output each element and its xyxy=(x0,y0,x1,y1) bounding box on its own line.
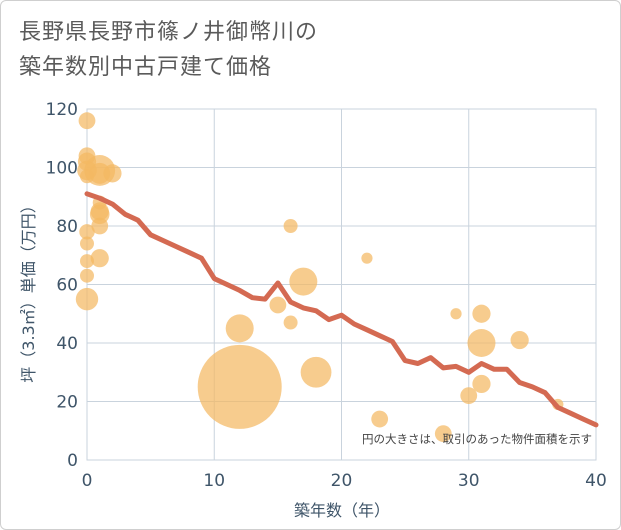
y-tick-label: 80 xyxy=(56,217,78,237)
grid-lines xyxy=(86,108,597,461)
bubble-point xyxy=(450,308,462,320)
bubble-point xyxy=(225,314,254,343)
x-tick-label: 0 xyxy=(82,471,93,491)
bubble-point xyxy=(75,287,99,311)
y-axis-label: 坪（3.3㎡）単価（万円） xyxy=(19,197,38,382)
bubble-point xyxy=(103,164,122,183)
trend-line xyxy=(84,191,599,428)
chart-title-line-1: 長野県長野市篠ノ井御幣川の xyxy=(19,20,319,45)
bubble-point xyxy=(80,169,94,184)
bubble-point xyxy=(90,249,109,268)
bubble-point xyxy=(78,112,96,130)
bubble-point xyxy=(78,147,96,165)
chart-title: 長野県長野市篠ノ井御幣川の 築年数別中古戸建て価格 xyxy=(19,15,318,85)
bubble-point xyxy=(91,217,109,235)
y-tick-label: 100 xyxy=(46,159,78,179)
bubble-point xyxy=(283,315,298,330)
y-tick-label: 40 xyxy=(56,334,78,354)
bubble-point xyxy=(371,410,389,428)
bubble-point xyxy=(434,425,452,443)
bubble-point xyxy=(510,330,529,350)
bubble-point xyxy=(472,374,491,394)
bubble-point xyxy=(79,224,95,240)
chart-title-line-2: 築年数別中古戸建て価格 xyxy=(19,55,273,80)
bubble-point xyxy=(80,268,94,283)
x-tick-label: 20 xyxy=(331,471,353,491)
bubble-point xyxy=(467,329,496,357)
y-tick-label: 120 xyxy=(46,100,78,120)
bubble-point xyxy=(197,344,282,429)
y-axis-ticks: 0 20 40 60 80 100 120 xyxy=(46,100,78,471)
bubble-point xyxy=(289,267,318,296)
bubble-point xyxy=(460,387,478,405)
bubble-point xyxy=(472,304,491,323)
bubble-point xyxy=(80,236,94,251)
x-axis-label: 築年数（年） xyxy=(294,501,390,520)
bubble-point xyxy=(283,219,298,233)
bubble-series xyxy=(75,112,564,443)
bubble-point xyxy=(269,296,287,314)
bubble-point xyxy=(361,252,373,264)
x-axis-ticks: 0 10 20 30 40 xyxy=(82,471,607,491)
x-tick-label: 40 xyxy=(585,471,607,491)
chart-annotation: 円の大きさは、取引のあった物件面積を示す xyxy=(362,432,592,446)
y-tick-label: 20 xyxy=(56,393,78,413)
y-tick-label: 60 xyxy=(56,276,78,296)
bubble-point xyxy=(80,254,94,269)
x-tick-label: 30 xyxy=(458,471,480,491)
x-tick-label: 10 xyxy=(203,471,225,491)
bubble-point xyxy=(300,356,332,388)
trend-series xyxy=(84,191,599,428)
y-tick-label: 0 xyxy=(67,451,78,471)
